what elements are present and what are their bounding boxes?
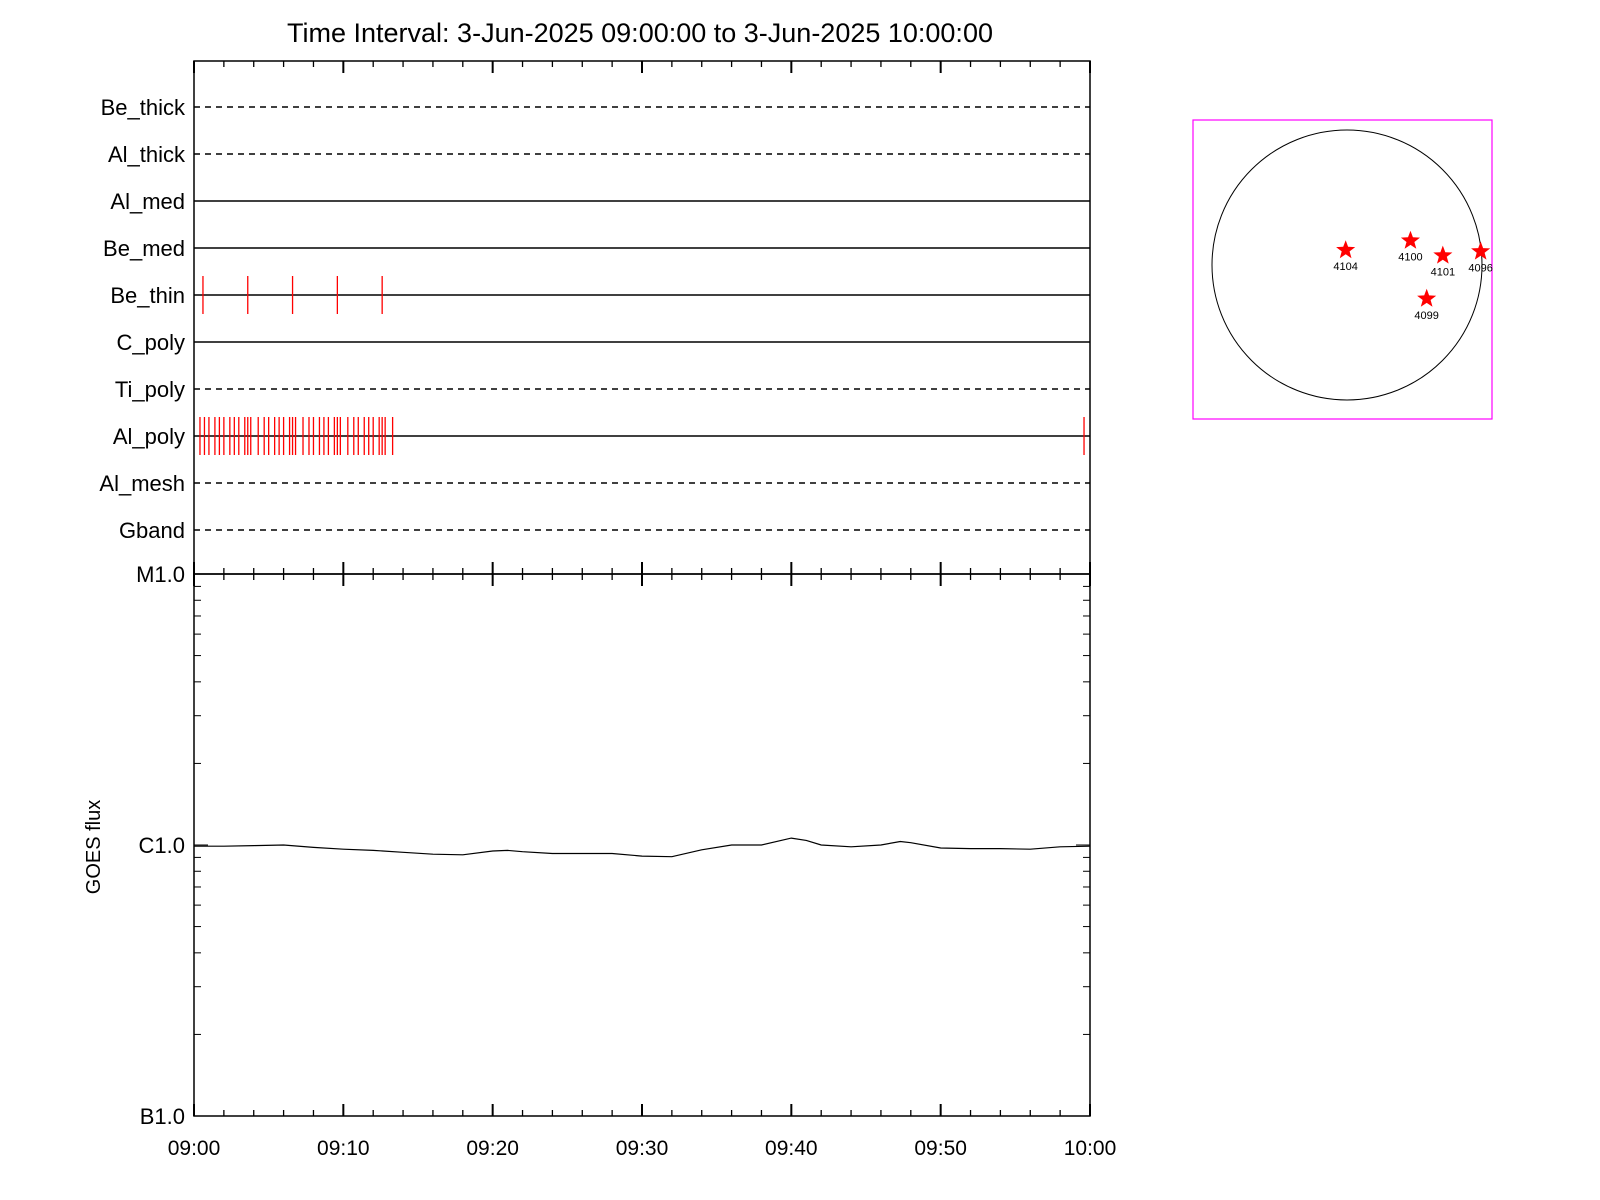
goes-panel-frame — [193, 573, 1091, 1117]
goes-y-tick-label: C1.0 — [139, 833, 185, 858]
goes-x-tick-label: 09:00 — [168, 1137, 221, 1160]
goes-x-tick-label: 10:00 — [1064, 1137, 1117, 1160]
goes-flux-line — [194, 837, 1091, 858]
goes-y-tick-label: B1.0 — [140, 1104, 185, 1129]
solar-disk — [1211, 129, 1483, 401]
track-label: C_poly — [117, 330, 185, 355]
goes-x-tick-label: 09:50 — [914, 1137, 967, 1160]
active-region-markers: 4104 4100 4101 4096 4099 — [1333, 230, 1493, 322]
active-region-marker — [1433, 245, 1453, 264]
timeline-x-ticks — [193, 61, 1091, 574]
track-label: Al_med — [110, 189, 185, 214]
active-region-marker — [1400, 230, 1420, 249]
goes-x-tick-labels: 09:00 09:10 09:20 09:30 09:40 09:50 10:00 — [168, 1137, 1117, 1160]
timeline-tracks: Be_thick Al_thick Al_med Be_med Be_thin C_pol… — [99, 95, 1090, 543]
track-label: Be_thick — [101, 95, 186, 120]
track-label: Gband — [119, 518, 185, 543]
active-region-marker — [1417, 288, 1437, 307]
goes-axis-ticks — [193, 574, 1091, 1117]
goes-x-tick-label: 09:10 — [317, 1137, 370, 1160]
active-region-label: 4096 — [1468, 263, 1492, 275]
active-region-label: 4099 — [1414, 310, 1438, 322]
track-label: Al_poly — [113, 424, 185, 449]
goes-x-tick-label: 09:40 — [765, 1137, 818, 1160]
goes-y-axis-label: GOES flux — [83, 800, 105, 894]
track-label: Ti_poly — [115, 377, 185, 402]
active-region-marker — [1336, 240, 1356, 259]
active-region-label: 4104 — [1333, 261, 1357, 273]
track-label: Be_thin — [110, 283, 185, 308]
track-label: Al_mesh — [99, 471, 185, 496]
active-region-label: 4101 — [1431, 267, 1455, 279]
goes-x-tick-label: 09:20 — [466, 1137, 519, 1160]
chart-title: Time Interval: 3-Jun-2025 09:00:00 to 3-… — [287, 18, 993, 48]
track-label: Al_thick — [108, 142, 186, 167]
active-region-marker — [1471, 241, 1491, 260]
goes-y-tick-labels: M1.0 C1.0 B1.0 — [136, 562, 185, 1129]
timeline-panel-frame — [193, 60, 1091, 575]
solar-map-frame — [1192, 119, 1493, 420]
goes-y-tick-label: M1.0 — [136, 562, 185, 587]
track-label: Be_med — [103, 236, 185, 261]
goes-x-tick-label: 09:30 — [616, 1137, 669, 1160]
active-region-label: 4100 — [1398, 252, 1422, 264]
